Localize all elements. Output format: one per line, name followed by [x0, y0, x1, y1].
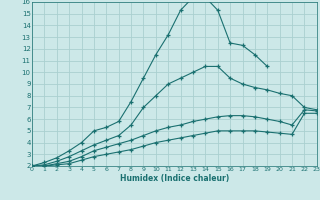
- X-axis label: Humidex (Indice chaleur): Humidex (Indice chaleur): [120, 174, 229, 183]
